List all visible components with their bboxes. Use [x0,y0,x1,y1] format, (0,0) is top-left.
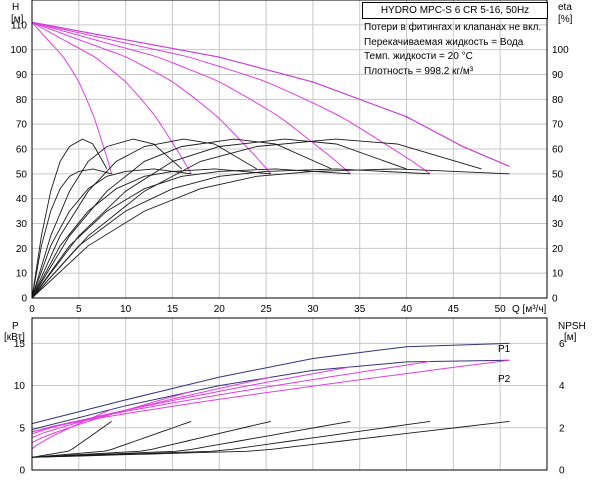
series-label-p1: P1 [498,344,511,355]
note-liquid: Перекачиваемая жидкость = Вода [364,36,524,48]
y2-tick-label: 80 [552,95,564,106]
top-y2-axis-label: eta [558,2,572,13]
y2-tick-label: 0 [552,294,558,305]
x-tick-label: 45 [448,304,460,315]
npsh-curve [31,420,510,458]
y-tick-label: 30 [16,219,28,230]
top-plot-frame [31,0,548,299]
efficiency-curve-reduced [31,168,112,299]
bottom-y2-axis-label: NPSH [558,321,586,332]
efficiency-curve-reduced [31,168,271,299]
y-tick-label: 70 [16,120,28,131]
bottom-y-axis-label: P [12,321,19,332]
x-tick-label: 30 [307,304,319,315]
series-label-p2: P2 [498,374,511,385]
top-y2-axis-unit: [%] [558,14,573,25]
x-tick-label: 50 [495,304,507,315]
power-p2-curve [31,359,510,430]
power-tick-label: 15 [14,339,26,350]
y2-tick-label: 10 [552,269,564,280]
head-curve-pumps [31,21,351,175]
head-curve-pumps [31,21,192,175]
npsh-curve [31,420,271,458]
chart-title: HYDRO MPC-S 6 CR 5-16, 50Hz [362,2,548,19]
x-tick-label: 20 [214,304,226,315]
efficiency-curve [31,138,407,299]
bottom-curves [31,342,510,458]
power-p1-curve [31,342,510,425]
efficiency-curve [31,138,257,299]
power-curve-pumps [31,359,510,433]
note-temperature: Темп. жидкости = 20 °C [364,51,473,62]
y2-tick-label: 50 [552,169,564,180]
y-tick-label: 10 [16,269,28,280]
y2-tick-label: 100 [552,45,569,56]
x-tick-label: 10 [120,304,132,315]
npsh-tick-label: 4 [559,381,565,392]
top-y-axis-label: H [12,2,19,13]
top-tick-labels: 0 5 10 15 20 25 30 35 40 45 50 0 10 20 30 40 50 60 70 80 90 1… [10,20,569,315]
efficiency-curve [31,138,183,299]
note-density: Плотность = 998.2 кг/м³ [364,65,474,77]
npsh-curve [31,420,192,458]
bottom-y-axis-unit: [кВт] [4,332,25,343]
efficiency-curve-reduced [31,168,351,299]
chart-notes: Потери в фитингах и клапанах не вкл. Пер… [364,21,541,79]
y2-tick-label: 40 [552,194,564,205]
y-tick-label: 60 [16,145,28,156]
y-tick-label: 0 [21,294,27,305]
x-tick-label: 15 [167,304,179,315]
y2-tick-label: 30 [552,219,564,230]
npsh-curve [31,420,351,458]
y2-tick-label: 20 [552,244,564,255]
y-tick-label: 80 [16,95,28,106]
head-curve-pumps [31,21,510,167]
head-efficiency-panel: 0 5 10 15 20 25 30 35 40 45 50 0 10 20 30 40 50 60 70 80 90 1… [10,0,573,315]
top-curves [31,21,510,299]
efficiency-curve-reduced [31,168,431,299]
power-tick-label: 5 [19,423,25,434]
y2-tick-label: 90 [552,70,564,81]
power-tick-label: 0 [19,466,25,477]
y-tick-label: 50 [16,169,28,180]
note-fittings: Потери в фитингах и клапанах не вкл. [364,22,542,33]
y-tick-label: 90 [16,70,28,81]
x-tick-label: 5 [76,304,82,315]
y-tick-label: 40 [16,194,28,205]
efficiency-curve-reduced [31,168,510,299]
x-tick-label: 25 [261,304,273,315]
efficiency-curve [31,138,108,299]
efficiency-curve-reduced [31,168,192,299]
power-tick-label: 10 [14,381,26,392]
head-curve-pumps [31,21,113,174]
head-curve-pumps [31,21,272,175]
y-tick-label: 110 [11,20,27,31]
npsh-tick-label: 2 [559,423,565,434]
x-tick-label: 0 [29,304,35,315]
bottom-y2-axis-unit: [м] [564,332,577,343]
y-tick-label: 100 [10,45,27,56]
npsh-curve [31,421,112,458]
head-curve-pumps [31,21,431,175]
bottom-tick-labels: 0 5 10 15 0 2 4 6 [14,339,565,477]
y-tick-label: 20 [16,244,28,255]
efficiency-curve [31,138,482,299]
efficiency-curve [31,138,332,299]
x-tick-label: 40 [401,304,413,315]
power-curve-pumps [31,376,271,438]
y2-tick-label: 60 [552,145,564,156]
top-y-axis-unit: [м] [11,14,24,25]
power-curve-pumps [31,361,431,433]
bottom-plot-frame [31,317,548,471]
x-axis-label: Q [м³/ч] [512,304,547,315]
npsh-tick-label: 6 [559,339,565,350]
x-tick-label: 35 [354,304,366,315]
y2-tick-label: 70 [552,120,564,131]
power-npsh-panel: 0 5 10 15 0 2 4 6 P [кВт] NPSH [м] P1 P2 [4,317,586,477]
npsh-tick-label: 0 [559,466,565,477]
